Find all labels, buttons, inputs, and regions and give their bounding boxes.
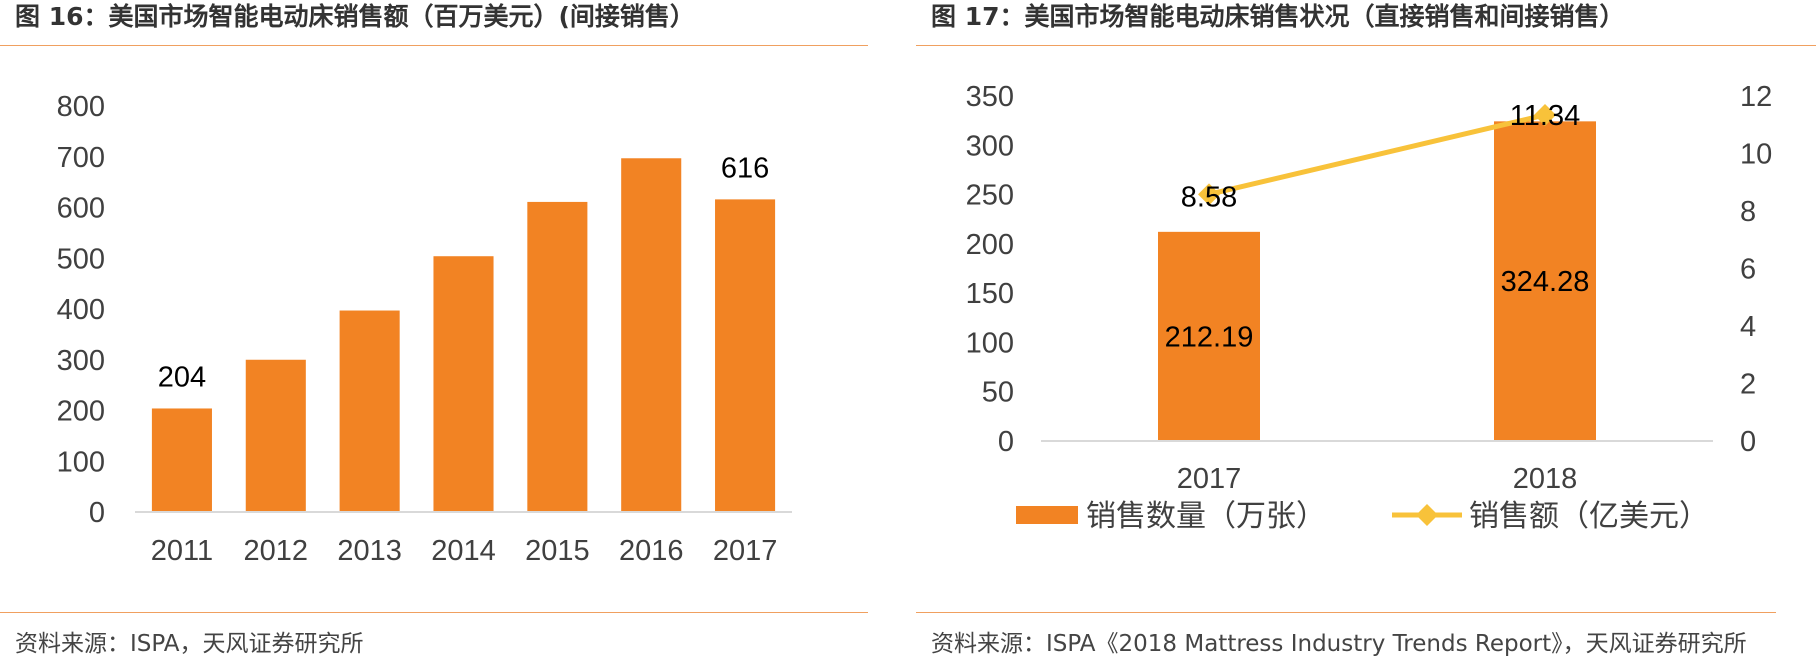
- y-left-tick-label: 200: [966, 229, 1014, 261]
- y-left-tick-label: 150: [966, 278, 1014, 310]
- legend-bar-swatch: [1016, 506, 1078, 524]
- bar-2017: [715, 199, 776, 512]
- bar-2014: [433, 256, 494, 512]
- x-tick-label: 2011: [151, 535, 213, 567]
- x-tick-label: 2015: [525, 535, 590, 567]
- figure-16-top-rule: [0, 45, 868, 46]
- bar-2017: [1158, 231, 1260, 441]
- y-left-tick-label: 50: [982, 377, 1014, 409]
- figure-16-panel: 图 16：美国市场智能电动床销售额（百万美元）(间接销售） 0 100 200 300…: [0, 0, 868, 664]
- y-left-tick-label: 0: [998, 426, 1014, 458]
- figure-17-source: 资料来源：ISPA《2018 Mattress Industry Trends …: [931, 631, 1747, 657]
- legend-bar-label: 销售数量（万张）: [1086, 500, 1326, 533]
- y-right-tick-label: 4: [1740, 311, 1756, 343]
- figure-16-source: 资料来源：ISPA，天风证券研究所: [15, 631, 364, 657]
- bar-2016: [621, 158, 682, 512]
- data-label: 204: [158, 361, 206, 393]
- y-right-tick-label: 2: [1740, 369, 1756, 401]
- y-right-tick-label: 12: [1740, 81, 1772, 113]
- figure-16-bottom-rule: [0, 612, 868, 613]
- bar-2012: [245, 359, 306, 512]
- bar-2015: [527, 201, 588, 513]
- y-tick-label: 0: [89, 497, 105, 529]
- figure-16-chart: 0 100 200 300 400 500 600 700 800 2011 2012 2013 201…: [57, 91, 792, 567]
- x-tick-label: 2014: [431, 535, 496, 567]
- line-data-label: 11.34: [1510, 100, 1580, 132]
- x-tick-label: 2016: [619, 535, 684, 567]
- x-tick-label: 2012: [244, 535, 309, 567]
- y-tick-label: 700: [57, 142, 105, 174]
- y-left-tick-label: 350: [966, 81, 1014, 113]
- y-right-tick-label: 6: [1740, 254, 1756, 286]
- legend-line-label: 销售额（亿美元）: [1469, 500, 1709, 533]
- bar-data-label: 212.19: [1165, 321, 1254, 353]
- line-data-label: 8.58: [1181, 181, 1237, 213]
- y-right-tick-label: 8: [1740, 196, 1756, 228]
- figure-17-chart: 0 50 100 150 200 250 300 350 0 2 4 6 8 10 12 2017 2018 21…: [966, 81, 1773, 533]
- bar-2018: [1494, 121, 1596, 441]
- x-tick-label: 2018: [1513, 463, 1578, 495]
- legend-line-marker: [1416, 504, 1438, 526]
- figure-17-title: 图 17：美国市场智能电动床销售状况（直接销售和间接销售）: [931, 2, 1625, 31]
- line-point-marker: [1534, 103, 1556, 126]
- figure-16-title: 图 16：美国市场智能电动床销售额（百万美元）(间接销售）: [15, 2, 695, 31]
- x-tick-label: 2017: [1177, 463, 1242, 495]
- y-left-tick-label: 300: [966, 130, 1014, 162]
- y-right-tick-label: 10: [1740, 139, 1772, 171]
- x-tick-label: 2017: [713, 535, 778, 567]
- y-tick-label: 400: [57, 294, 105, 326]
- y-tick-label: 200: [57, 396, 105, 428]
- data-label: 616: [721, 152, 769, 184]
- x-tick-label: 2013: [337, 535, 402, 567]
- bar-2011: [151, 408, 212, 512]
- figure-17-panel: 图 17：美国市场智能电动床销售状况（直接销售和间接销售） 0 50 100 150 2…: [916, 0, 1816, 664]
- bar-2013: [339, 310, 400, 512]
- y-tick-label: 800: [57, 91, 105, 123]
- figure-17-bottom-rule: [916, 612, 1776, 613]
- y-right-tick-label: 0: [1740, 426, 1756, 458]
- y-tick-label: 300: [57, 345, 105, 377]
- line-point-marker: [1198, 183, 1220, 206]
- figure-17-top-rule: [916, 45, 1816, 46]
- y-left-tick-label: 250: [966, 180, 1014, 212]
- sales-amount-line: [1208, 112, 1546, 197]
- y-tick-label: 600: [57, 193, 105, 225]
- bar-data-label: 324.28: [1501, 266, 1590, 298]
- y-left-tick-label: 100: [966, 327, 1014, 359]
- y-tick-label: 100: [57, 446, 105, 478]
- y-tick-label: 500: [57, 243, 105, 275]
